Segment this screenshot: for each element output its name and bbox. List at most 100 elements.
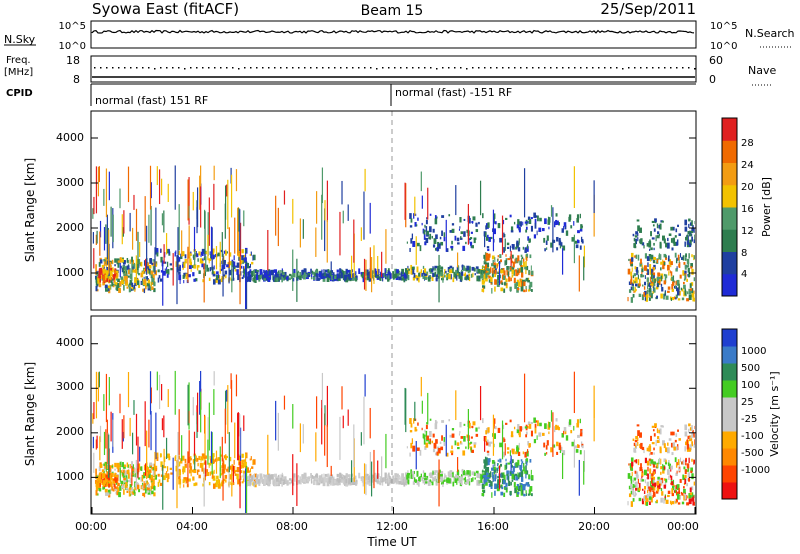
power-echo-cell (191, 265, 195, 269)
power-echo-cell (314, 273, 316, 277)
power-echo-cell (471, 220, 474, 224)
velocity-y-tick-label: 3000 (56, 380, 84, 393)
power-echo-cell (233, 266, 236, 270)
velocity-echo-streak (237, 413, 239, 461)
velocity-echo-cell (405, 481, 408, 486)
velocity-echo-cell (106, 479, 109, 483)
velocity-echo-cell (296, 476, 299, 482)
power-echo-cell (330, 270, 334, 274)
velocity-echo-cell (256, 474, 260, 477)
power-echo-cell (463, 231, 466, 237)
power-echo-cell (689, 283, 692, 288)
velocity-echo-streak (561, 452, 564, 479)
velocity-echo-cell (522, 426, 524, 431)
power-echo-cell (688, 223, 690, 228)
power-echo-cell (218, 274, 220, 279)
power-echo-streak (326, 219, 328, 263)
power-echo-cell (112, 284, 115, 288)
power-echo-cell (483, 280, 486, 284)
velocity-echo-cell (224, 474, 228, 479)
velocity-echo-cell (485, 477, 488, 483)
velocity-echo-cell (112, 478, 114, 482)
velocity-echo-cell (123, 477, 126, 481)
velocity-echo-cell (505, 422, 508, 425)
velocity-echo-cell (320, 477, 324, 484)
power-echo-cell (263, 278, 266, 281)
nave-dot (400, 67, 402, 69)
velocity-echo-cell (129, 483, 133, 488)
velocity-echo-cell (496, 468, 498, 473)
velocity-echo-cell (679, 457, 682, 463)
power-echo-cell (106, 266, 109, 273)
velocity-echo-cell (467, 480, 470, 485)
power-echo-cell (678, 283, 680, 289)
velocity-echo-cell (137, 477, 141, 480)
power-echo-cell (525, 288, 527, 292)
power-echo-cell (562, 245, 566, 251)
velocity-echo-cell (488, 472, 491, 479)
power-echo-cell (638, 293, 642, 298)
power-echo-cell (215, 275, 219, 281)
power-echo-cell (691, 254, 693, 258)
power-echo-cell (659, 243, 662, 249)
velocity-echo-cell (674, 500, 676, 504)
velocity-echo-cell (457, 469, 460, 476)
power-echo-cell (436, 274, 438, 278)
velocity-echo-cell (276, 479, 278, 486)
power-echo-cell (507, 271, 510, 277)
x-tick-label: 04:00 (176, 520, 208, 533)
velocity-echo-cell (660, 466, 663, 470)
power-echo-cell (581, 225, 584, 228)
power-echo-cell (220, 277, 223, 283)
velocity-echo-cell (346, 474, 350, 478)
velocity-echo-cell (546, 452, 548, 455)
velocity-echo-cell (335, 481, 338, 486)
power-echo-cell (384, 271, 386, 277)
velocity-echo-streak (275, 400, 277, 441)
velocity-echo-cell (530, 475, 534, 480)
velocity-echo-cell (116, 474, 119, 481)
power-echo-cell (184, 254, 187, 259)
power-echo-cell (288, 277, 291, 281)
power-echo-cell (438, 265, 441, 269)
nave-dot (94, 67, 96, 69)
power-echo-cell (640, 238, 643, 245)
velocity-echo-cell (166, 478, 169, 483)
power-echo-cell (550, 242, 554, 248)
power-echo-cell (563, 226, 565, 230)
power-echo-cell (522, 221, 524, 226)
power-echo-cell (529, 254, 532, 259)
velocity-echo-cell (456, 471, 460, 476)
velocity-echo-cell (226, 468, 229, 472)
power-echo-cell (424, 241, 427, 246)
power-echo-cell (406, 268, 410, 275)
power-echo-cell (507, 258, 511, 261)
nave-dot (328, 67, 330, 69)
velocity-echo-cell (683, 482, 686, 486)
velocity-echo-cell (473, 442, 476, 448)
power-echo-streak (194, 250, 196, 266)
velocity-echo-cell (360, 476, 363, 481)
power-echo-streak (385, 229, 387, 264)
power-echo-cell (166, 266, 168, 272)
velocity-echo-streak (110, 411, 112, 442)
power-echo-cell (168, 249, 170, 255)
velocity-echo-cell (557, 426, 560, 431)
velocity-echo-cell (645, 500, 649, 506)
velocity-echo-cell (497, 479, 501, 486)
power-echo-cell (667, 290, 670, 293)
velocity-echo-cell (99, 463, 103, 468)
power-cbar-tick: 8 (741, 248, 747, 259)
power-echo-cell (154, 263, 158, 267)
power-echo-cell (132, 262, 135, 268)
power-echo-cell (480, 273, 484, 279)
velocity-echo-cell (241, 465, 244, 468)
power-echo-cell (253, 269, 255, 276)
velocity-echo-cell (124, 470, 128, 476)
power-echo-cell (157, 277, 160, 283)
power-echo-cell (425, 219, 428, 225)
velocity-echo-streak (99, 436, 101, 461)
velocity-echo-cell (574, 445, 578, 449)
velocity-echo-streak (350, 460, 353, 483)
velocity-echo-cell (282, 481, 285, 485)
